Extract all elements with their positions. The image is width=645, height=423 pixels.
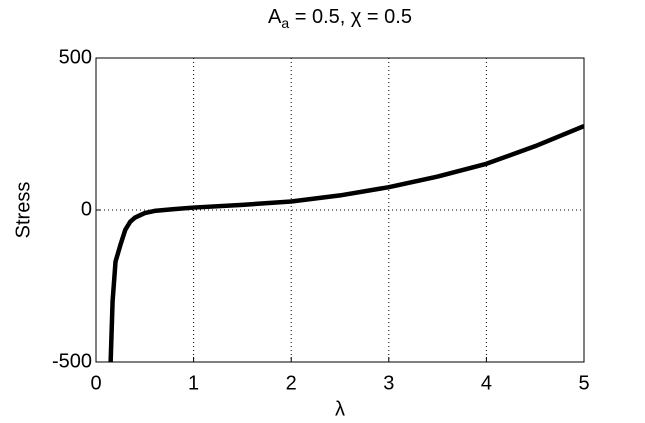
x-tick-label: 1 bbox=[188, 372, 199, 394]
y-axis-label: Stress bbox=[12, 182, 34, 239]
x-tick-label: 3 bbox=[383, 372, 394, 394]
x-tick-label: 2 bbox=[286, 372, 297, 394]
x-axis-label: λ bbox=[335, 398, 345, 420]
chart-title: Aa = 0.5, χ = 0.5 bbox=[268, 6, 412, 30]
data-line bbox=[108, 124, 584, 362]
y-tick-label: 0 bbox=[81, 198, 92, 220]
x-tick-label: 5 bbox=[578, 372, 589, 394]
x-tick-label: 4 bbox=[481, 372, 492, 394]
x-tick-label: 0 bbox=[90, 372, 101, 394]
plot-frame bbox=[95, 57, 585, 363]
y-tick-label: -500 bbox=[52, 350, 92, 372]
y-tick-label: 500 bbox=[59, 46, 92, 68]
